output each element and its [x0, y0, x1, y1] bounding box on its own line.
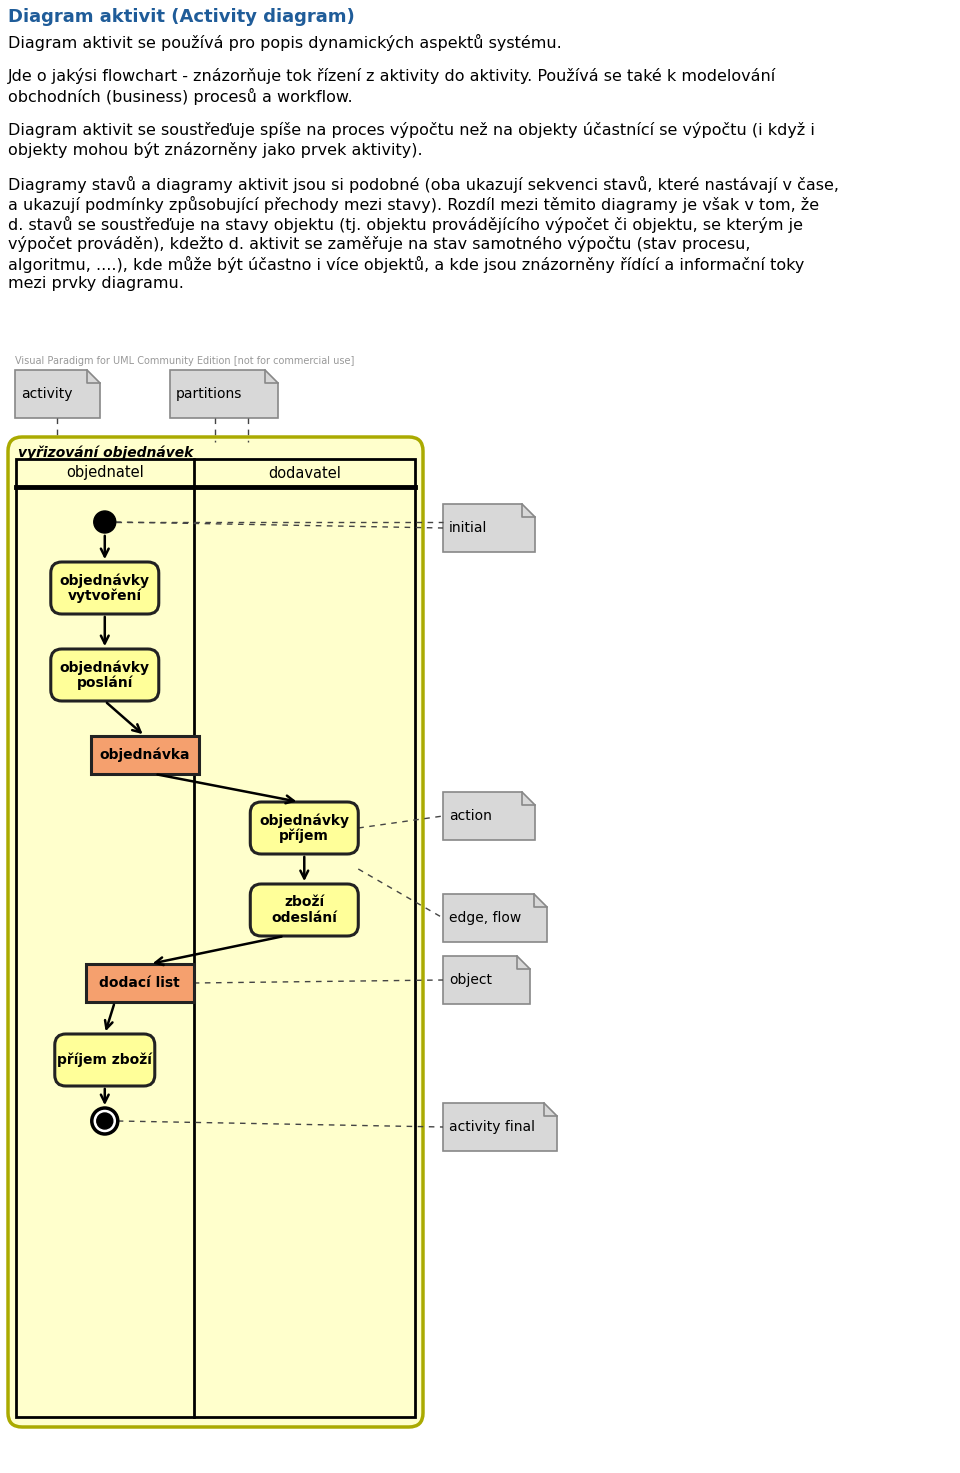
Circle shape — [92, 1108, 118, 1134]
Text: activity: activity — [21, 387, 73, 401]
Bar — [91, 736, 199, 773]
Polygon shape — [443, 792, 535, 840]
Text: mezi prvky diagramu.: mezi prvky diagramu. — [8, 275, 184, 292]
FancyBboxPatch shape — [51, 563, 158, 614]
Text: výpočet prováděn), kdežto d. aktivit se zaměřuje na stav samotného výpočtu (stav: výpočet prováděn), kdežto d. aktivit se … — [8, 236, 751, 252]
Text: vytvoření: vytvoření — [68, 588, 142, 602]
Polygon shape — [170, 370, 278, 418]
Polygon shape — [443, 1103, 557, 1150]
Polygon shape — [443, 894, 547, 943]
Text: algoritmu, ....), kde může být účastno i více objektů, a kde jsou znázorněny říd: algoritmu, ....), kde může být účastno i… — [8, 256, 804, 273]
Text: dodavatel: dodavatel — [268, 465, 341, 480]
Text: object: object — [449, 974, 492, 987]
Text: activity final: activity final — [449, 1119, 535, 1134]
Text: objekty mohou být znázorněny jako prvek aktivity).: objekty mohou být znázorněny jako prvek … — [8, 141, 422, 158]
Text: Diagram aktivit (Activity diagram): Diagram aktivit (Activity diagram) — [8, 7, 355, 27]
Text: edge, flow: edge, flow — [449, 910, 521, 925]
Polygon shape — [443, 956, 530, 1005]
Text: Diagramy stavů a diagramy aktivit jsou si podobné (oba ukazují sekvenci stavů, k: Diagramy stavů a diagramy aktivit jsou s… — [8, 175, 839, 193]
Text: initial: initial — [449, 521, 488, 535]
Text: Diagram aktivit se soustřeďuje spíše na proces výpočtu než na objekty účastnící : Diagram aktivit se soustřeďuje spíše na … — [8, 122, 815, 138]
FancyBboxPatch shape — [8, 437, 423, 1427]
Text: Jde o jakýsi flowchart - znázorňuje tok řízení z aktivity do aktivity. Používá s: Jde o jakýsi flowchart - znázorňuje tok … — [8, 68, 777, 84]
Text: poslání: poslání — [77, 675, 133, 689]
Text: action: action — [449, 809, 492, 823]
Text: zboží: zboží — [284, 896, 324, 909]
Text: vyřizování objednávek: vyřizování objednávek — [18, 446, 193, 460]
FancyBboxPatch shape — [51, 650, 158, 701]
FancyBboxPatch shape — [55, 1034, 155, 1086]
Text: objednávky: objednávky — [259, 813, 349, 828]
Circle shape — [97, 1114, 112, 1128]
FancyBboxPatch shape — [251, 801, 358, 854]
Text: objednávka: objednávka — [100, 748, 190, 762]
Text: d. stavů se soustřeďuje na stavy objektu (tj. objektu provádějícího výpočet či o: d. stavů se soustřeďuje na stavy objektu… — [8, 217, 803, 233]
Text: objednatel: objednatel — [66, 465, 144, 480]
Circle shape — [94, 511, 116, 533]
Text: objednávky: objednávky — [60, 573, 150, 588]
Text: odeslání: odeslání — [272, 910, 337, 925]
Polygon shape — [15, 370, 100, 418]
Text: objednávky: objednávky — [60, 660, 150, 675]
Text: příjem zboží: příjem zboží — [58, 1053, 153, 1068]
Bar — [16, 460, 415, 1417]
Text: příjem: příjem — [279, 828, 329, 843]
Text: partitions: partitions — [176, 387, 242, 401]
Polygon shape — [443, 504, 535, 552]
FancyBboxPatch shape — [251, 884, 358, 935]
Text: obchodních (business) procesů a workflow.: obchodních (business) procesů a workflow… — [8, 88, 352, 105]
Text: dodací list: dodací list — [100, 977, 180, 990]
Text: a ukazují podmínky způsobující přechody mezi stavy). Rozdíl mezi těmito diagramy: a ukazují podmínky způsobující přechody … — [8, 196, 819, 214]
Text: Diagram aktivit se používá pro popis dynamických aspektů systému.: Diagram aktivit se používá pro popis dyn… — [8, 34, 562, 52]
Bar — [85, 963, 194, 1002]
Text: Visual Paradigm for UML Community Edition [not for commercial use]: Visual Paradigm for UML Community Editio… — [15, 356, 354, 365]
